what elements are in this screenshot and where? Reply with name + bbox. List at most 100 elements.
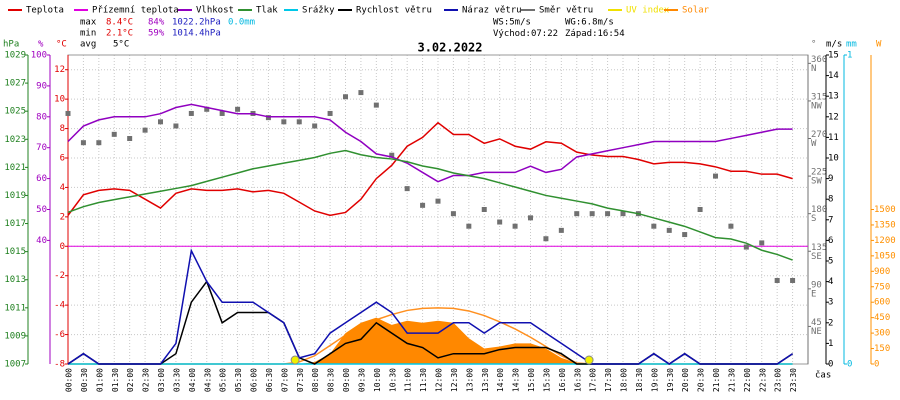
x-tick-label: 16:30 [573, 368, 582, 392]
y-tick-label: 1013 [4, 275, 26, 285]
x-tick-label: 03:30 [172, 368, 181, 392]
y-tick-label: 2 [828, 318, 833, 328]
y-tick-label: -4 [54, 301, 65, 311]
direction-mark [543, 236, 549, 242]
y-tick-label: 1009 [4, 331, 26, 341]
direction-mark [558, 227, 564, 233]
axis-unit: m/s [826, 40, 842, 50]
x-tick-label: 04:00 [188, 368, 197, 392]
y-tick-label: 1027 [4, 79, 26, 89]
sunrise-label: Východ: [493, 29, 531, 39]
y-tick-label: 10 [828, 154, 839, 164]
direction-mark [281, 119, 287, 125]
chart-title: 3.02.2022 [417, 41, 482, 55]
x-tick-label: 08:00 [311, 368, 320, 392]
y-tick-label: 180 [811, 205, 827, 215]
direction-mark [404, 186, 410, 192]
direction-mark [158, 119, 163, 125]
x-tick-label: 05:30 [234, 368, 243, 392]
x-tick-label: 00:00 [65, 368, 74, 392]
x-tick-label: 06:00 [250, 368, 259, 392]
y-tick-label: 45 [811, 318, 822, 328]
y-tick-name: NE [811, 327, 822, 337]
direction-mark [466, 223, 472, 229]
axis-unit: W [876, 40, 882, 50]
y-tick-label: 6 [828, 236, 833, 246]
x-tick-label: 14:30 [512, 368, 521, 392]
x-tick-label: 06:30 [265, 368, 274, 392]
x-tick-label: 20:30 [697, 368, 706, 392]
legend-label: Přízemní teplota [92, 6, 179, 16]
y-tick-label: 8 [828, 195, 833, 205]
y-tick-label: 7 [828, 215, 833, 225]
x-tick-label: 15:30 [542, 368, 551, 392]
y-tick-label: 1011 [4, 303, 26, 313]
direction-mark [574, 211, 580, 217]
x-tick-label: 18:00 [620, 368, 629, 392]
direction-mark [204, 106, 210, 112]
y-tick-label: 1025 [4, 107, 26, 117]
y-tick-label: 8 [60, 124, 65, 134]
x-tick-label: 12:00 [435, 368, 444, 392]
wind-info: WS:5m/s [493, 18, 531, 28]
direction-mark [389, 152, 395, 158]
axis-unit: ° [811, 40, 816, 50]
y-tick-label: 0 [874, 360, 879, 370]
x-tick-label: 13:00 [465, 368, 474, 392]
y-tick-label: 1015 [4, 247, 26, 257]
y-tick-label: 900 [874, 267, 890, 277]
y-tick-name: SE [811, 252, 822, 262]
y-tick-label: 600 [874, 298, 890, 308]
y-tick-label: 1021 [4, 163, 26, 173]
axis-unit: mm [846, 40, 857, 50]
direction-mark [481, 207, 487, 212]
stat: 84% [148, 18, 165, 28]
legend-label: Směr větru [539, 6, 593, 16]
y-tick-name: E [811, 289, 816, 299]
stat: 59% [148, 29, 165, 39]
x-tick-label: 21:00 [712, 368, 721, 392]
y-tick-name: N [811, 64, 816, 74]
y-tick-label: 12 [828, 112, 839, 122]
y-tick-label: 4 [828, 277, 833, 287]
x-tick-label: 13:30 [481, 368, 490, 392]
y-tick-label: 450 [874, 313, 890, 323]
direction-mark [142, 127, 148, 133]
y-tick-label: 11 [828, 133, 839, 143]
sun-info: Východ:07:22 [493, 29, 558, 39]
y-tick-label: 5 [828, 257, 833, 267]
x-tick-label: 09:00 [342, 368, 351, 392]
x-tick-label: 05:00 [219, 368, 228, 392]
y-tick-label: 315 [811, 92, 827, 102]
x-tick-label: 04:30 [203, 368, 212, 392]
x-tick-label: 19:00 [650, 368, 659, 392]
direction-mark [512, 223, 518, 229]
direction-mark [651, 223, 657, 229]
direction-mark [682, 232, 688, 238]
x-tick-label: 21:30 [727, 368, 736, 392]
sunrise: 07:22 [531, 29, 558, 39]
y-tick-label: 40 [36, 236, 47, 246]
direction-mark [127, 136, 133, 142]
x-tick-label: 22:30 [758, 368, 767, 392]
legend-label: Srážky [302, 6, 335, 16]
x-tick-label: 09:30 [357, 368, 366, 392]
axis-unit: % [38, 40, 44, 50]
y-tick-label: 1350 [874, 220, 896, 230]
sun-info: Západ:16:54 [565, 29, 625, 39]
y-tick-label: 50 [36, 205, 47, 215]
direction-mark [327, 110, 333, 116]
sunrise-marker [290, 355, 300, 365]
y-tick-label: 0 [847, 360, 852, 370]
x-tick-label: 10:30 [388, 368, 397, 392]
y-tick-label: 12 [54, 65, 65, 75]
x-tick-label: 02:00 [126, 368, 135, 392]
direction-mark [497, 219, 503, 225]
direction-mark [358, 90, 364, 96]
stat: 8.4°C [106, 18, 133, 28]
stat: 2.1°C [106, 29, 133, 39]
y-tick-label: -6 [54, 330, 65, 340]
y-tick-label: 1007 [4, 360, 26, 370]
y-tick-label: 100 [31, 51, 47, 61]
y-tick-label: 360 [811, 55, 827, 65]
